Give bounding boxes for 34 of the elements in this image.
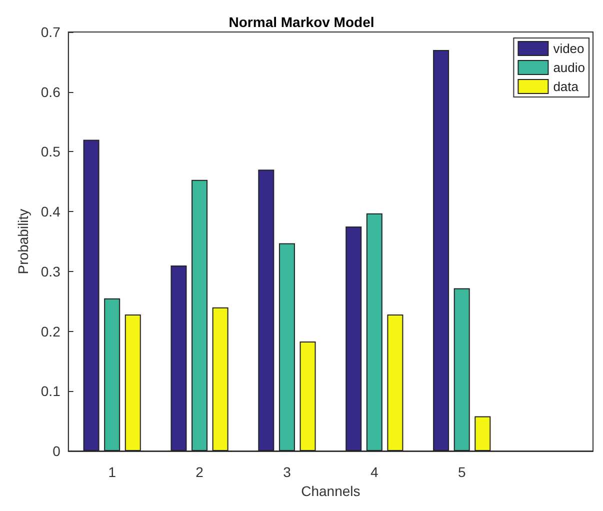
bar	[104, 298, 120, 451]
bar	[278, 243, 295, 451]
y-tick-label: 0.3	[40, 263, 61, 280]
x-axis-title: Channels	[301, 482, 360, 499]
bar	[170, 265, 187, 451]
bar	[474, 416, 491, 451]
bar	[346, 226, 362, 451]
x-tick-label: 5	[458, 464, 466, 480]
bar	[83, 140, 100, 451]
y-tick-label: 0.6	[40, 84, 61, 100]
x-tick-label: 2	[196, 464, 204, 480]
bar	[212, 307, 228, 451]
bar	[433, 50, 450, 451]
bar	[387, 314, 404, 451]
bar	[366, 213, 382, 451]
y-tick-label: 0.2	[40, 323, 61, 340]
y-tick-label: 0.5	[40, 144, 61, 160]
legend-label: data	[553, 79, 580, 94]
bar	[124, 314, 141, 451]
legend-label: video	[553, 41, 584, 56]
y-tick-label: 0	[52, 443, 61, 459]
x-tick-label: 3	[283, 464, 292, 480]
bar	[258, 170, 274, 451]
y-axis-title: Probability	[15, 208, 31, 274]
legend-label: audio	[553, 60, 586, 75]
y-tick-label: 0.7	[40, 24, 61, 40]
x-tick-label: 4	[370, 464, 378, 480]
bar	[192, 180, 208, 451]
x-tick-label: 1	[108, 464, 116, 480]
bar	[300, 341, 316, 451]
bar	[454, 288, 470, 451]
chart-title: Normal Markov Model	[228, 14, 374, 30]
y-tick-label: 0.4	[40, 204, 61, 220]
y-tick-label: 0.1	[40, 383, 61, 400]
